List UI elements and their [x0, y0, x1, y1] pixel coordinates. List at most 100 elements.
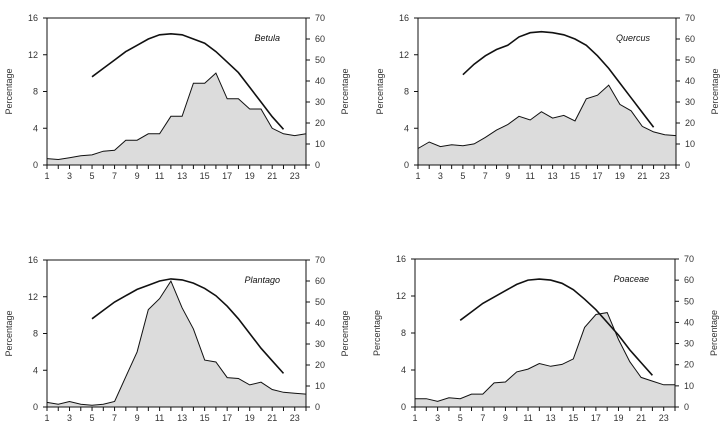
x-tick-label: 3: [67, 171, 72, 181]
area-fill: [47, 73, 306, 165]
x-tick-label: 7: [112, 413, 117, 423]
y2-tick-label: 60: [685, 34, 695, 44]
x-tick-label: 7: [483, 171, 488, 181]
x-tick-label: 21: [267, 413, 277, 423]
x-tick-label: 1: [412, 413, 417, 423]
y2-tick-label: 70: [315, 255, 325, 265]
curve-series-line: [459, 278, 653, 376]
x-tick-label: 23: [660, 171, 670, 181]
x-tick-label: 9: [505, 171, 510, 181]
y-tick-label: 0: [404, 160, 409, 170]
y2-tick-label: 60: [315, 276, 325, 286]
y-tick-label: 16: [399, 13, 409, 23]
x-tick-label: 13: [177, 171, 187, 181]
chart-panel-plantago: 1 3 5 7 9 11 13 15 17 19 21 23048121601020304050607…: [4, 255, 350, 423]
panel-title: Betula: [254, 33, 280, 43]
y2-tick-label: 70: [315, 13, 325, 23]
x-tick-label: 1: [415, 171, 420, 181]
y-tick-label: 4: [404, 123, 409, 133]
area-series-line: [417, 84, 677, 149]
y2-tick-label: 20: [315, 118, 325, 128]
y-tick-label: 0: [33, 160, 38, 170]
y2-tick-label: 40: [315, 318, 325, 328]
y2-axis-label: Percentage: [340, 68, 350, 114]
x-tick-label: 19: [615, 171, 625, 181]
y-tick-label: 8: [33, 87, 38, 97]
y2-tick-label: 40: [684, 317, 694, 327]
y-tick-label: 12: [396, 291, 406, 301]
y2-tick-label: 40: [315, 76, 325, 86]
y-tick-label: 4: [33, 365, 38, 375]
y2-tick-label: 20: [685, 118, 695, 128]
y-tick-label: 16: [28, 255, 38, 265]
x-tick-label: 19: [613, 413, 623, 423]
y2-tick-label: 10: [684, 381, 694, 391]
x-tick-label: 9: [135, 413, 140, 423]
panel-title: Plantago: [244, 275, 280, 285]
y-tick-label: 0: [33, 402, 38, 412]
y2-tick-label: 70: [684, 254, 694, 264]
y2-tick-label: 30: [315, 339, 325, 349]
y2-tick-label: 50: [315, 55, 325, 65]
y2-tick-label: 10: [315, 139, 325, 149]
x-tick-label: 9: [503, 413, 508, 423]
y2-tick-label: 0: [315, 160, 320, 170]
y-tick-label: 8: [33, 329, 38, 339]
x-tick-label: 3: [435, 413, 440, 423]
y-tick-label: 12: [28, 50, 38, 60]
x-tick-label: 7: [480, 413, 485, 423]
x-tick-label: 11: [155, 413, 164, 423]
x-tick-label: 5: [458, 413, 463, 423]
x-tick-label: 15: [200, 171, 210, 181]
y2-tick-label: 0: [684, 402, 689, 412]
y2-tick-label: 40: [685, 76, 695, 86]
y2-tick-label: 10: [315, 381, 325, 391]
y-axis-label: Percentage: [372, 310, 382, 356]
x-tick-label: 15: [568, 413, 578, 423]
panel-title: Poaceae: [613, 274, 649, 284]
y2-axis-label: Percentage: [709, 310, 719, 356]
x-tick-label: 17: [592, 171, 602, 181]
x-tick-label: 21: [636, 413, 646, 423]
y2-tick-label: 0: [315, 402, 320, 412]
x-tick-label: 19: [245, 171, 255, 181]
y2-tick-label: 50: [685, 55, 695, 65]
x-tick-label: 15: [570, 171, 580, 181]
y2-tick-label: 50: [684, 296, 694, 306]
y-tick-label: 12: [28, 292, 38, 302]
x-tick-label: 7: [112, 171, 117, 181]
x-tick-label: 11: [526, 171, 535, 181]
curve-series-line: [91, 278, 285, 374]
x-tick-label: 23: [290, 413, 300, 423]
x-tick-label: 11: [155, 171, 164, 181]
y2-tick-label: 30: [685, 97, 695, 107]
y2-tick-label: 30: [315, 97, 325, 107]
x-tick-label: 19: [245, 413, 255, 423]
y2-tick-label: 0: [685, 160, 690, 170]
area-series-line: [415, 312, 675, 402]
curve-series-line: [462, 30, 655, 128]
area-series-line: [46, 280, 307, 406]
x-tick-label: 13: [548, 171, 558, 181]
chart-panel-poaceae: 1 3 5 7 9 11 13 15 17 19 21 23048121601020304050607…: [372, 254, 719, 423]
y-tick-label: 8: [404, 87, 409, 97]
y2-tick-label: 60: [315, 34, 325, 44]
y-axis-label: Percentage: [375, 68, 385, 114]
x-tick-label: 17: [222, 413, 232, 423]
area-fill: [415, 312, 675, 407]
y2-tick-label: 50: [315, 297, 325, 307]
y-tick-label: 16: [28, 13, 38, 23]
area-fill: [418, 85, 676, 165]
y-tick-label: 12: [399, 50, 409, 60]
chart-panel-betula: 1 3 5 7 9 11 13 15 17 19 21 23048121601020304050607…: [4, 13, 350, 181]
x-tick-label: 11: [523, 413, 532, 423]
y2-tick-label: 60: [684, 275, 694, 285]
y2-axis-label: Percentage: [340, 310, 350, 356]
y-axis-label: Percentage: [4, 310, 14, 356]
curve-series-line: [91, 32, 285, 130]
x-tick-label: 3: [438, 171, 443, 181]
y-tick-label: 16: [396, 254, 406, 264]
y2-axis-label: Percentage: [710, 68, 720, 114]
area-series-line: [46, 72, 307, 161]
y-tick-label: 4: [33, 123, 38, 133]
